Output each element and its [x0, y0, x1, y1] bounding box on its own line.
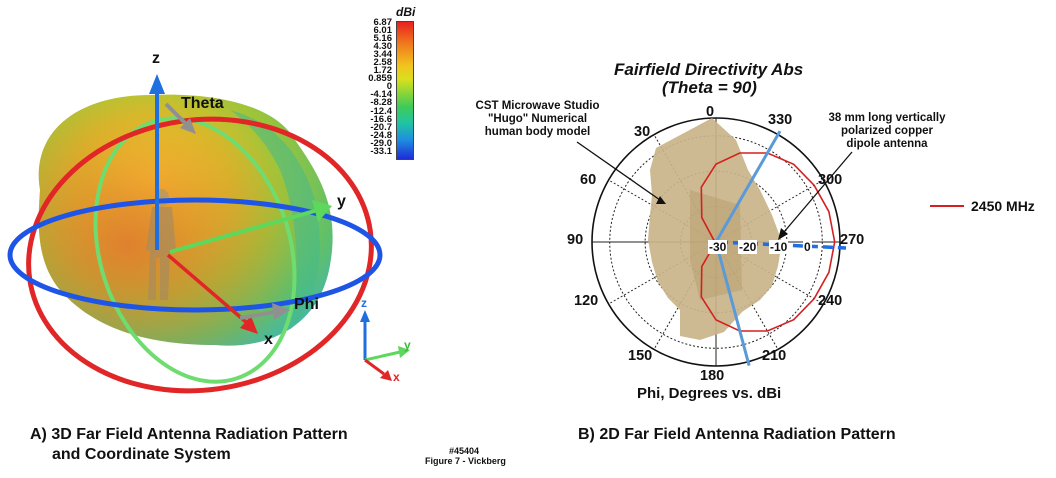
theta-label: Theta: [181, 95, 224, 112]
triad-y-label: y: [404, 338, 411, 352]
polar-outer-ring: [591, 117, 841, 367]
colorbar-tick: -33.1: [370, 145, 392, 157]
colorbar-tick: 2.58: [373, 57, 393, 69]
triad-z-label: z: [361, 296, 367, 310]
equator-ring: [7, 197, 383, 313]
colorbar-tick: 6.87: [373, 17, 393, 28]
figure-credit: Figure 7 - Vickberg: [425, 456, 506, 466]
angle-tick: 330: [768, 112, 793, 128]
colorbar-tick: 1.72: [373, 65, 393, 77]
annotation-body-line: CST Microwave Studio: [475, 100, 600, 112]
beam-marker-line: [714, 241, 751, 367]
colorbar-unit: dBi: [396, 5, 416, 19]
axis-y-label: y: [337, 193, 346, 210]
pattern-3d: [0, 0, 450, 400]
colorbar-tick: -16.6: [370, 113, 392, 125]
chart-title-line1: Fairfield Directivity Abs: [614, 60, 804, 79]
right-caption: B) 2D Far Field Antenna Radiation Patter…: [578, 426, 896, 443]
angle-tick: 210: [762, 348, 787, 364]
radial-tick: 0: [803, 240, 812, 254]
colorbar-tick: -24.8: [370, 129, 392, 141]
colorbar-tick: 5.16: [373, 33, 393, 45]
coordinate-triad: [360, 310, 410, 381]
radial-tick: -20: [738, 240, 758, 254]
colorbar-tick: -12.4: [370, 105, 392, 117]
triad-x-label: x: [393, 370, 400, 384]
angle-tick: 30: [634, 124, 651, 140]
colorbar-ticks: 6.87 6.01 5.16 4.30 3.44 2.58 1.72 0.859…: [356, 17, 393, 157]
legend-label: 2450 MHz: [971, 198, 1035, 214]
annotation-antenna-line: dipole antenna: [846, 138, 928, 150]
chart-title-line2: (Theta = 90): [662, 78, 757, 97]
radial-tick: -10: [769, 240, 789, 254]
annotation-antenna: 38 mm long vertically polarized copper d…: [812, 112, 962, 151]
colorbar-tick: 0.859: [368, 73, 392, 85]
axis-x-label: x: [264, 331, 273, 348]
colorbar-tick: -29.0: [370, 137, 392, 149]
left-caption-line1: A) 3D Far Field Antenna Radiation Patter…: [30, 426, 348, 443]
colorbar-tick: -20.7: [370, 121, 392, 133]
legend: 2450 MHz: [930, 198, 1035, 214]
annotation-body-line: "Hugo" Numerical: [487, 113, 588, 125]
colorbar-tick: 4.30: [373, 41, 393, 53]
colorbar-tick: -4.14: [370, 89, 392, 101]
axis-z: [149, 74, 165, 250]
figure-id: #45404: [449, 446, 480, 456]
angle-tick: 180: [700, 368, 725, 384]
axis-y: [169, 200, 332, 254]
colorbar-tick: -8.28: [370, 97, 392, 109]
axis-z-label: z: [152, 50, 160, 67]
left-caption-line2: and Coordinate System: [52, 446, 231, 463]
angle-tick: 150: [628, 348, 653, 364]
annotation-body: CST Microwave Studio "Hugo" Numerical hu…: [455, 100, 620, 139]
radial-tick: -30: [708, 240, 728, 254]
colorbar-tick: 6.01: [373, 25, 393, 37]
x-axis-label: Phi, Degrees vs. dBi: [637, 385, 782, 402]
axis-x: [166, 253, 258, 334]
theta-arrow: [164, 102, 196, 134]
legend-swatch: [930, 205, 964, 207]
annotation-body-line: human body model: [484, 126, 591, 138]
angle-tick: 0: [706, 104, 715, 120]
phi-arrow: [239, 303, 290, 320]
angle-tick: 90: [567, 232, 584, 248]
phi-label: Phi: [294, 296, 319, 313]
colorbar-tick: 0: [386, 81, 392, 93]
beam-marker-line: [714, 130, 782, 243]
colorbar: [396, 21, 414, 160]
angle-tick: 240: [818, 293, 843, 309]
angle-tick: 120: [574, 293, 599, 309]
annotation-antenna-line: 38 mm long vertically: [828, 112, 946, 124]
angle-tick: 270: [840, 232, 865, 248]
annotation-antenna-line: polarized copper: [840, 125, 934, 137]
colorbar-tick: 3.44: [373, 49, 393, 61]
angle-tick: 60: [580, 172, 597, 188]
